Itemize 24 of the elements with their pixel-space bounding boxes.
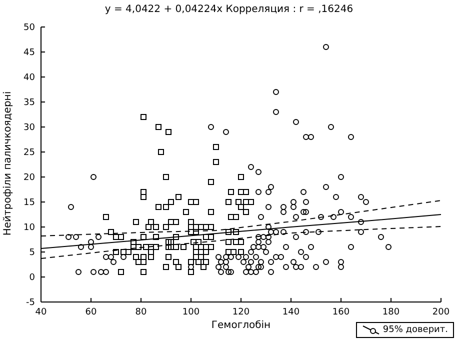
- y-tick-label: 10: [24, 223, 36, 234]
- y-tick-label: 30: [24, 123, 36, 134]
- y-tick-label: 15: [24, 198, 35, 208]
- y-tick-label: -5: [26, 298, 35, 308]
- y-tick-label: 5: [29, 248, 35, 258]
- chart-title: y = 4,0422 + 0,04224x Корреляция : r = ,16246: [104, 4, 354, 15]
- legend-label: 95% доверит.: [382, 325, 448, 335]
- y-tick-label: 0: [29, 273, 36, 284]
- x-tick-label: 120: [232, 307, 250, 318]
- x-tick-label: 200: [432, 307, 450, 318]
- y-tick-label: 25: [24, 148, 35, 158]
- y-tick-label: 20: [24, 173, 36, 184]
- y-axis-title: Нейтрофіли паличкоядерні: [2, 90, 14, 238]
- y-tick-label: 45: [24, 48, 35, 58]
- y-tick-label: 40: [24, 73, 36, 84]
- x-tick-label: 180: [382, 307, 400, 318]
- x-tick-label: 100: [182, 307, 200, 318]
- x-axis-title: Гемоглобін: [211, 320, 271, 331]
- x-tick-label: 80: [135, 307, 147, 318]
- x-tick-label: 140: [282, 307, 300, 318]
- x-tick-label: 160: [332, 307, 350, 318]
- x-tick-label: 60: [85, 307, 97, 318]
- y-tick-label: 35: [24, 98, 35, 108]
- y-tick-label: 50: [24, 23, 36, 34]
